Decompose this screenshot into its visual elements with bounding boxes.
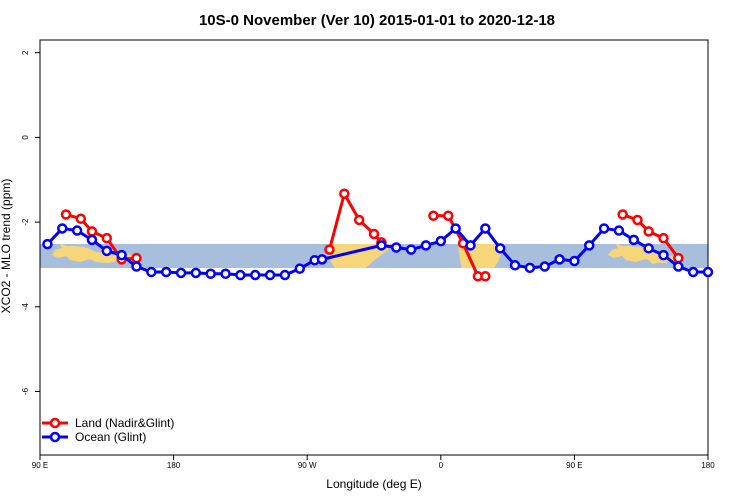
legend: Land (Nadir&Glint) Ocean (Glint)	[42, 416, 174, 444]
x-tick-label: 0	[439, 461, 444, 470]
x-axis: 90 E 180 90 W 0 90 E 180	[32, 455, 715, 470]
data-point	[146, 266, 157, 278]
data-point	[391, 242, 402, 253]
legend-ocean-label: Ocean (Glint)	[75, 430, 146, 444]
plot-frame	[39, 39, 709, 456]
x-tick-label: 90 E	[566, 461, 582, 470]
series-1	[42, 223, 714, 281]
x-tick-label: 90 W	[298, 461, 317, 470]
data-point	[60, 209, 72, 220]
data-point	[249, 269, 261, 281]
x-tick-label: 180	[701, 461, 715, 470]
data-point	[75, 213, 87, 224]
data-point	[450, 223, 461, 234]
data-point	[160, 266, 172, 278]
data-point	[673, 261, 684, 272]
y-tick-label: -4	[21, 303, 30, 311]
data-point	[235, 269, 246, 281]
data-point	[339, 188, 350, 199]
data-point	[116, 249, 127, 261]
data-point	[480, 223, 491, 234]
legend-land-label: Land (Nadir&Glint)	[75, 416, 174, 430]
land-shape-asia	[40, 244, 122, 263]
data-point	[673, 252, 684, 264]
data-point	[569, 255, 580, 267]
y-tick-label: 0	[21, 135, 30, 140]
data-point	[643, 226, 654, 237]
data-point	[554, 254, 565, 265]
data-point	[376, 240, 387, 251]
data-point	[420, 240, 432, 251]
data-point	[583, 240, 595, 251]
data-point	[628, 234, 640, 246]
series-layer	[42, 188, 714, 282]
data-point	[57, 223, 68, 234]
data-point	[316, 254, 328, 265]
data-point	[598, 223, 610, 234]
data-point	[42, 238, 53, 250]
data-point	[658, 249, 669, 261]
legend-ocean-marker	[49, 431, 61, 443]
x-tick-label: 90 E	[32, 461, 48, 470]
data-point	[494, 243, 506, 254]
data-point	[428, 210, 439, 221]
data-point	[279, 269, 291, 281]
land-shape-south-america	[326, 244, 390, 268]
data-point	[643, 243, 654, 254]
data-point	[617, 209, 628, 220]
data-point	[658, 232, 669, 244]
data-point	[480, 271, 491, 282]
data-point	[190, 267, 202, 279]
data-point	[353, 214, 365, 226]
y-axis: 2 0 -2 -4 -6	[21, 50, 40, 395]
legend-land-marker	[49, 417, 61, 429]
data-point	[131, 252, 142, 264]
data-point	[687, 266, 699, 278]
x-axis-label: Longitude (deg E)	[326, 477, 421, 491]
y-axis-label: XCO2 - MLO trend (ppm)	[0, 179, 13, 314]
data-point	[205, 268, 216, 280]
data-point	[86, 234, 98, 246]
data-point	[632, 214, 643, 226]
data-point	[539, 261, 550, 272]
data-point	[702, 266, 714, 278]
data-point	[613, 225, 625, 236]
y-tick-label: -6	[21, 387, 30, 395]
data-point	[509, 260, 521, 271]
data-point	[71, 225, 83, 236]
data-point	[264, 269, 276, 281]
data-point	[442, 210, 454, 221]
y-tick-label: -2	[21, 218, 30, 226]
data-point	[131, 261, 142, 272]
data-point	[101, 232, 113, 244]
data-point	[86, 226, 98, 237]
data-point	[101, 245, 113, 257]
data-point	[220, 268, 231, 280]
y-tick-label: 2	[21, 50, 30, 55]
data-point	[435, 235, 447, 247]
data-point	[405, 244, 417, 255]
data-point	[324, 244, 335, 255]
data-point	[465, 240, 476, 251]
data-point	[175, 267, 187, 279]
data-point	[524, 262, 536, 274]
x-tick-label: 180	[167, 461, 181, 470]
data-point	[368, 228, 380, 240]
chart-title: 10S-0 November (Ver 10) 2015-01-01 to 20…	[199, 12, 555, 29]
data-point	[294, 263, 306, 274]
